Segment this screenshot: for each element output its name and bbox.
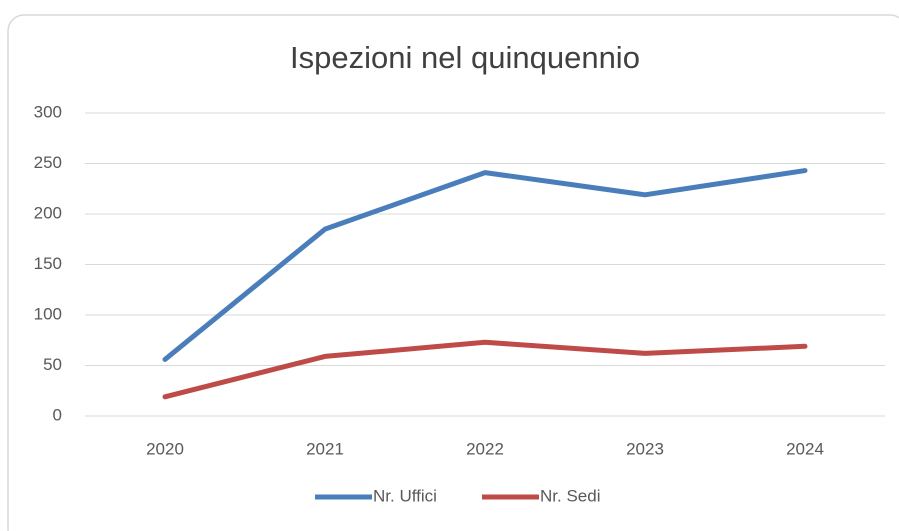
chart-title: Ispezioni nel quinquennio [290, 40, 640, 75]
x-tick-label: 2023 [626, 439, 664, 458]
series-line [162, 339, 808, 400]
x-tick-label: 2022 [466, 439, 504, 458]
legend-label: Nr. Sedi [540, 486, 600, 505]
y-tick-label: 200 [34, 203, 62, 222]
y-tick-label: 0 [53, 405, 62, 424]
x-tick-label: 2020 [146, 439, 184, 458]
y-tick-label: 150 [34, 254, 62, 273]
y-tick-label: 300 [34, 102, 62, 121]
x-tick-label: 2021 [306, 439, 344, 458]
chart-border [7, 14, 899, 531]
legend-label: Nr. Uffici [373, 486, 437, 505]
x-tick-label: 2024 [786, 439, 824, 458]
y-tick-label: 50 [43, 355, 62, 374]
y-tick-label: 100 [34, 304, 62, 323]
series-line [162, 168, 808, 362]
y-tick-label: 250 [34, 153, 62, 172]
